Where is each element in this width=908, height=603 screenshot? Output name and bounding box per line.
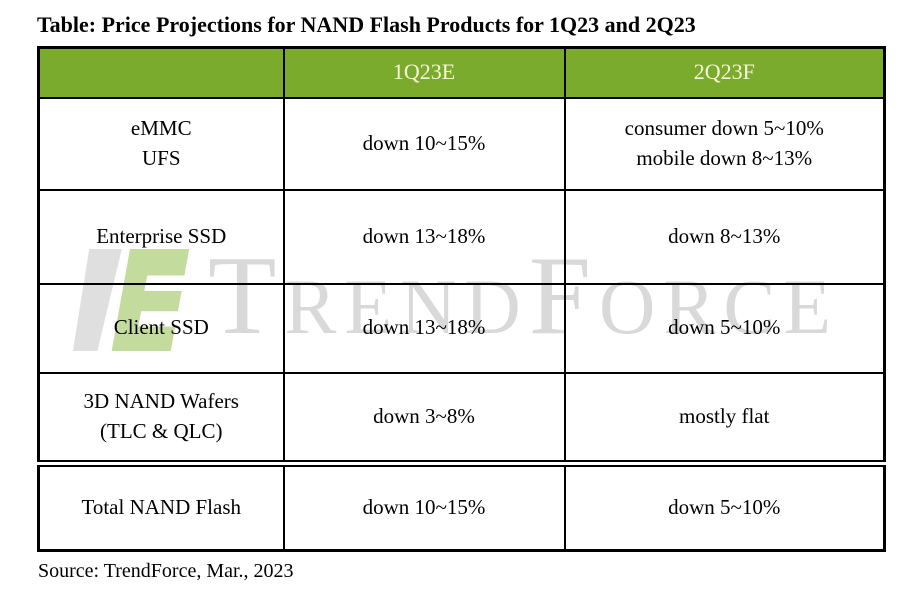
product-line: (TLC & QLC): [100, 418, 223, 443]
product-line: Client SSD: [113, 315, 209, 340]
q1-projection-cell: down 3~8%: [282, 371, 566, 465]
product-line: UFS: [141, 145, 181, 170]
header-product-cell: [37, 46, 285, 99]
q2-projection-cell: down 5~10%: [563, 282, 886, 374]
product-line: eMMC: [130, 116, 192, 141]
table-header-row: 1Q23E 2Q23F: [37, 46, 886, 99]
product-cell: 3D NAND Wafers (TLC & QLC): [37, 371, 285, 465]
projection-line: down 10~15%: [362, 130, 486, 155]
projection-line: mostly flat: [679, 404, 770, 429]
price-projection-table: 1Q23E 2Q23F eMMC UFS down 10~15% consume…: [37, 46, 886, 552]
q1-projection-cell: down 10~15%: [282, 460, 566, 552]
projection-line: consumer down 5~10%: [624, 116, 824, 141]
product-line: 3D NAND Wafers: [83, 389, 239, 414]
table-row-total-nand-flash: Total NAND Flash down 10~15% down 5~10%: [37, 460, 886, 552]
q2-projection-cell: consumer down 5~10% mobile down 8~13%: [563, 96, 886, 191]
product-cell: Client SSD: [37, 282, 285, 374]
projection-line: down 3~8%: [373, 404, 475, 429]
q1-projection-cell: down 13~18%: [282, 188, 566, 285]
product-line: Total NAND Flash: [81, 495, 242, 520]
table-row-enterprise-ssd: Enterprise SSD down 13~18% down 8~13%: [37, 188, 886, 285]
q2-projection-cell: down 5~10%: [563, 460, 886, 552]
product-cell: Enterprise SSD: [37, 188, 285, 285]
projection-line: down 8~13%: [668, 223, 781, 248]
q1-projection-cell: down 10~15%: [282, 96, 566, 191]
q2-projection-cell: down 8~13%: [563, 188, 886, 285]
q1-projection-cell: down 13~18%: [282, 282, 566, 374]
table-row-3d-nand-wafers: 3D NAND Wafers (TLC & QLC) down 3~8% mos…: [37, 371, 886, 465]
projection-line: down 13~18%: [362, 223, 486, 248]
header-2q23f-cell: 2Q23F: [563, 46, 886, 99]
table-row-emmc-ufs: eMMC UFS down 10~15% consumer down 5~10%…: [37, 96, 886, 191]
projection-line: down 10~15%: [362, 495, 486, 520]
table-row-client-ssd: Client SSD down 13~18% down 5~10%: [37, 282, 886, 374]
product-cell: eMMC UFS: [37, 96, 285, 191]
projection-line: down 5~10%: [668, 495, 781, 520]
projection-line: mobile down 8~13%: [636, 145, 813, 170]
product-cell: Total NAND Flash: [37, 460, 285, 552]
projection-line: down 13~18%: [362, 315, 486, 340]
table-title: Table: Price Projections for NAND Flash …: [37, 12, 696, 37]
q2-projection-cell: mostly flat: [563, 371, 886, 465]
header-1q23e-cell: 1Q23E: [282, 46, 566, 99]
source-note: Source: TrendForce, Mar., 2023: [38, 560, 294, 582]
product-line: Enterprise SSD: [96, 223, 227, 248]
projection-line: down 5~10%: [668, 315, 781, 340]
